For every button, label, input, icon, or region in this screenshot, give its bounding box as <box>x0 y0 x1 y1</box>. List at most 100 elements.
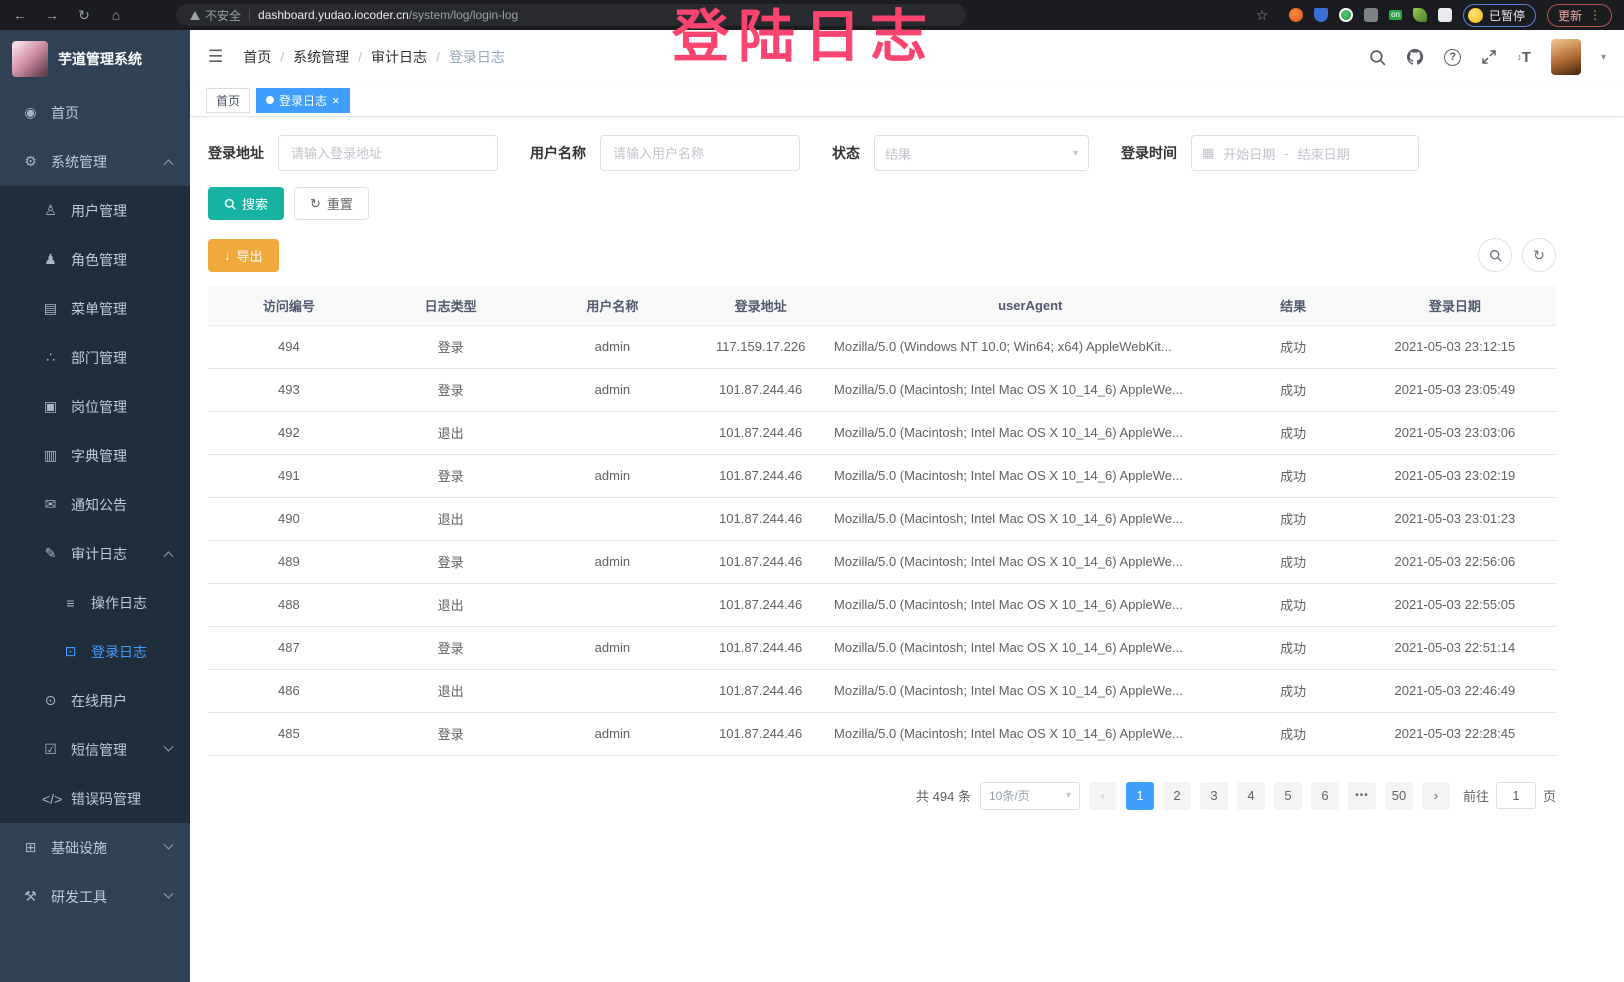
help-icon[interactable]: ? <box>1444 48 1462 66</box>
next-page-button[interactable]: › <box>1421 781 1450 810</box>
sidebar-item[interactable]: ⊞ 基础设施 <box>0 823 190 872</box>
sidebar-item[interactable]: ∴ 部门管理 <box>0 333 190 382</box>
sidebar-item[interactable]: ⚙ 系统管理 <box>0 137 190 186</box>
sidebar-item[interactable]: ⚒ 研发工具 <box>0 872 190 921</box>
browser-back-icon[interactable]: ← <box>13 7 27 23</box>
sidebar-item[interactable]: ☑ 短信管理 <box>0 725 190 774</box>
breadcrumb-item[interactable]: 审计日志 <box>371 49 428 65</box>
active-dot-icon <box>266 96 275 104</box>
extension-icon[interactable] <box>1412 8 1427 22</box>
post-badge-icon: ▣ <box>43 398 58 414</box>
page-button[interactable]: 4 <box>1236 781 1265 810</box>
page-button[interactable]: 1 <box>1125 781 1154 810</box>
tag-login-log[interactable]: 登录日志 × <box>256 87 350 113</box>
search-button[interactable]: 搜索 <box>208 187 285 220</box>
cell-date: 2021-05-03 22:28:45 <box>1353 712 1556 756</box>
sidebar-item[interactable]: ✎ 审计日志 <box>0 529 190 578</box>
sidebar-item[interactable]: ▣ 岗位管理 <box>0 382 190 431</box>
page-ellipsis[interactable]: ••• <box>1347 781 1376 810</box>
sidebar-item[interactable]: </> 错误码管理 <box>0 774 190 823</box>
search-icon[interactable] <box>1369 49 1386 66</box>
toggle-search-button[interactable] <box>1478 238 1512 272</box>
hamburger-icon[interactable]: ☰ <box>208 47 224 66</box>
browser-home-icon[interactable]: ⌂ <box>111 7 121 23</box>
sidebar-item-label: 菜单管理 <box>71 300 127 317</box>
cell-user <box>531 497 694 541</box>
url-host: dashboard.yudao.iocoder.cn <box>258 8 409 22</box>
bookmark-star-icon[interactable]: ☆ <box>1255 6 1269 23</box>
warning-triangle-icon <box>190 10 200 20</box>
status-select[interactable]: 结果 ▾ <box>874 135 1089 171</box>
security-warning[interactable]: 不安全 <box>190 7 241 24</box>
extension-icon[interactable] <box>1364 8 1379 22</box>
column-header: userAgent <box>828 286 1233 326</box>
page-button[interactable]: 2 <box>1162 781 1191 810</box>
font-size-icon[interactable]: ↕▾T <box>1517 48 1531 66</box>
page-button[interactable]: 6 <box>1310 781 1339 810</box>
cell-type: 退出 <box>369 411 532 455</box>
extension-icon[interactable] <box>1289 8 1304 22</box>
page-button[interactable]: 5 <box>1273 781 1302 810</box>
end-date-placeholder: 结束日期 <box>1297 146 1350 162</box>
browser-chrome: ← → ↻ ⌂ 不安全 dashboard.yudao.iocoder.cn/s… <box>0 0 1624 30</box>
start-date-placeholder: 开始日期 <box>1223 146 1276 162</box>
cell-result: 成功 <box>1232 497 1354 541</box>
tag-close-icon[interactable]: × <box>332 92 340 108</box>
browser-update-button[interactable]: 更新 ⋮ <box>1546 3 1612 27</box>
extension-icon[interactable] <box>1314 8 1329 22</box>
login-address-input[interactable] <box>278 135 498 171</box>
chevron-down-icon <box>163 741 174 752</box>
cell-agent: Mozilla/5.0 (Macintosh; Intel Mac OS X 1… <box>828 583 1233 627</box>
prev-page-button[interactable]: ‹ <box>1088 781 1117 810</box>
date-range-picker[interactable]: ▦ 开始日期 - 结束日期 <box>1191 135 1419 171</box>
sidebar-item[interactable]: ▤ 菜单管理 <box>0 284 190 333</box>
cell-date: 2021-05-03 22:55:05 <box>1353 583 1556 627</box>
refresh-table-button[interactable]: ↻ <box>1522 238 1556 272</box>
address-bar[interactable]: 不安全 dashboard.yudao.iocoder.cn/system/lo… <box>176 4 966 26</box>
goto-page-input[interactable] <box>1495 782 1536 809</box>
sidebar-item[interactable]: ✉ 通知公告 <box>0 480 190 529</box>
sidebar-item[interactable]: ♟ 角色管理 <box>0 235 190 284</box>
sidebar-item[interactable]: ≡ 操作日志 <box>0 578 190 627</box>
sidebar-item-label: 研发工具 <box>51 888 107 905</box>
puzzle-extension-icon[interactable] <box>1437 8 1452 22</box>
sidebar-item-label: 系统管理 <box>51 153 107 170</box>
table-toolbar: ↓ 导出 ↻ <box>208 238 1556 272</box>
breadcrumb-item[interactable]: 首页 <box>243 49 272 65</box>
sidebar-item[interactable]: ♙ 用户管理 <box>0 186 190 235</box>
table-header-row: 访问编号 日志类型 用户名称 登录地址 userAgent 结果 登录日期 <box>208 286 1556 326</box>
browser-forward-icon[interactable]: → <box>45 7 59 23</box>
address-divider <box>249 9 251 21</box>
avatar-caret-icon[interactable]: ▾ <box>1600 51 1606 63</box>
sms-shield-icon: ☑ <box>44 741 57 757</box>
export-button[interactable]: ↓ 导出 <box>208 238 279 272</box>
paused-extension-badge[interactable]: 已暂停 <box>1462 3 1536 27</box>
extension-on-badge[interactable]: on <box>1389 10 1402 20</box>
user-avatar[interactable] <box>1550 39 1581 75</box>
sidebar-item[interactable]: ⊡ 登录日志 <box>0 627 190 676</box>
page-size-value: 10条/页 <box>988 789 1030 803</box>
sidebar-item[interactable]: ⊙ 在线用户 <box>0 676 190 725</box>
page-size-select[interactable]: 10条/页 ▾ <box>979 781 1080 810</box>
username-input[interactable] <box>600 135 800 171</box>
github-icon[interactable] <box>1406 48 1424 66</box>
extension-icon[interactable] <box>1339 8 1354 22</box>
breadcrumb-item[interactable]: 系统管理 <box>293 49 350 65</box>
sidebar-item[interactable]: ◉ 首页 <box>0 88 190 137</box>
reset-button-label: 重置 <box>326 197 353 212</box>
browser-reload-icon[interactable]: ↻ <box>78 6 90 23</box>
page-button[interactable]: 3 <box>1199 781 1228 810</box>
page-button[interactable]: 50 <box>1384 781 1413 810</box>
audit-log-icon: ✎ <box>44 545 57 561</box>
filter-login-time: 登录时间 ▦ 开始日期 - 结束日期 <box>1121 135 1419 171</box>
browser-menu-icon[interactable]: ⋮ <box>1589 8 1601 22</box>
refresh-icon: ↻ <box>310 195 321 211</box>
fullscreen-icon[interactable] <box>1481 49 1497 65</box>
sidebar-item-label: 首页 <box>51 104 79 121</box>
app-title: 芋道管理系统 <box>58 51 142 67</box>
sidebar-item[interactable]: ▥ 字典管理 <box>0 431 190 480</box>
tag-home[interactable]: 首页 <box>206 87 251 113</box>
reset-button[interactable]: ↻ 重置 <box>294 187 369 220</box>
cell-date: 2021-05-03 22:56:06 <box>1353 540 1556 584</box>
cell-id: 493 <box>208 368 370 412</box>
